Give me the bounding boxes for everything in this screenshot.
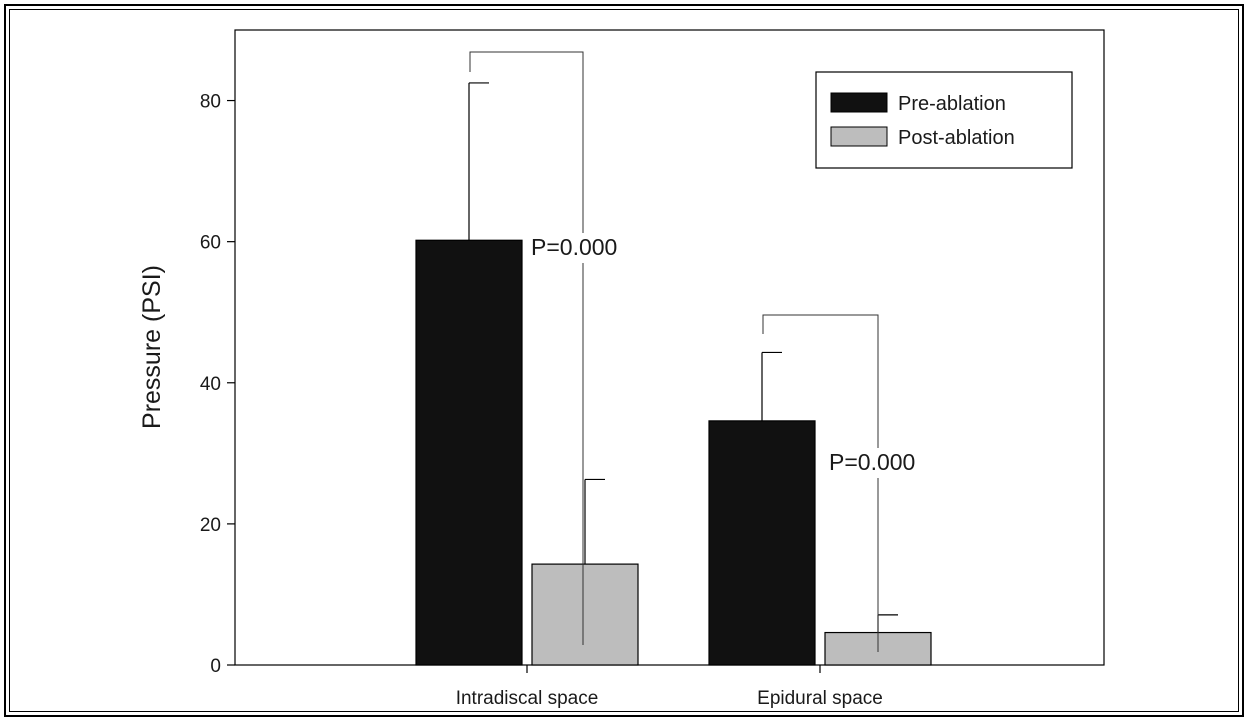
plot-area: [234, 29, 1105, 666]
y-tick-label: 40: [200, 374, 221, 395]
bars: [415, 82, 932, 666]
bar-post-ablation: [531, 563, 639, 666]
x-axis: Intradiscal space Epidural space: [456, 665, 883, 709]
x-category-label: Intradiscal space: [456, 688, 599, 709]
legend-swatch-post-ablation: [830, 126, 888, 147]
y-tick-label: 0: [210, 656, 221, 677]
legend-box: [815, 71, 1073, 169]
y-tick-label: 60: [200, 233, 221, 254]
p-value-label: P=0.000: [531, 234, 617, 260]
y-axis-title: Pressure (PSI): [138, 265, 166, 429]
y-tick-label: 20: [200, 515, 221, 536]
significance-brackets: P=0.000 P=0.000: [469, 51, 932, 652]
p-value-label: P=0.000: [829, 449, 915, 475]
bar-pre-ablation: [415, 239, 523, 666]
legend-swatch-pre-ablation: [830, 92, 888, 113]
legend-label-post-ablation: Post-ablation: [898, 127, 1015, 149]
p-value-label-background: [528, 233, 634, 263]
significance-bracket: [762, 314, 879, 652]
legend-label-pre-ablation: Pre-ablation: [898, 93, 1006, 115]
y-axis: 0 20 40 60 80: [200, 92, 235, 677]
legend: Pre-ablation Post-ablation: [815, 71, 1073, 169]
significance-bracket: [469, 51, 584, 645]
x-category-label: Epidural space: [757, 688, 883, 709]
bar-pre-ablation: [708, 420, 816, 666]
p-value-label-background: [826, 448, 932, 478]
y-tick-label: 80: [200, 92, 221, 113]
figure-inner-border: [9, 9, 1239, 712]
